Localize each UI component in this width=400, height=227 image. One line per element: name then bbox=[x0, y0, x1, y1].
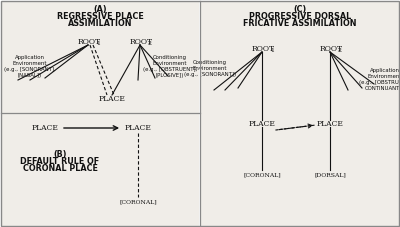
Text: (A): (A) bbox=[93, 5, 107, 14]
Text: 2: 2 bbox=[338, 48, 342, 53]
Text: Application
Environment
(e.g., [OBSTRUENT,
CONTINUANT]): Application Environment (e.g., [OBSTRUEN… bbox=[359, 68, 400, 91]
Text: PLACE: PLACE bbox=[124, 124, 152, 132]
Text: FRICATIVE ASSIMILATION: FRICATIVE ASSIMILATION bbox=[243, 19, 357, 28]
Text: ASSIMILATION: ASSIMILATION bbox=[68, 19, 132, 28]
Text: PLACE: PLACE bbox=[32, 124, 58, 132]
Text: CORONAL PLACE: CORONAL PLACE bbox=[22, 164, 98, 173]
Text: DEFAULT RULE OF: DEFAULT RULE OF bbox=[20, 157, 100, 166]
Text: (C): (C) bbox=[293, 5, 307, 14]
Bar bbox=[1, 114, 199, 226]
Text: REGRESSIVE PLACE: REGRESSIVE PLACE bbox=[57, 12, 143, 21]
Text: ROOT: ROOT bbox=[252, 45, 275, 53]
Text: PLACE: PLACE bbox=[248, 120, 276, 128]
Text: PLACE: PLACE bbox=[98, 95, 126, 103]
Text: 1: 1 bbox=[270, 48, 274, 53]
Bar bbox=[200, 1, 399, 226]
Text: Conditioning
Environment
(e.g., [OBSTRUENT],
[PLOSIVE]): Conditioning Environment (e.g., [OBSTRUE… bbox=[143, 55, 197, 78]
Text: ROOT: ROOT bbox=[130, 38, 153, 46]
Text: Conditioning
Environment
(e.g., [SONORANT]): Conditioning Environment (e.g., [SONORAN… bbox=[184, 60, 236, 77]
Text: [DORSAL]: [DORSAL] bbox=[314, 172, 346, 177]
Text: (B): (B) bbox=[53, 150, 67, 159]
Text: [CORONAL]: [CORONAL] bbox=[243, 172, 281, 177]
Text: ROOT: ROOT bbox=[320, 45, 343, 53]
Text: ROOT: ROOT bbox=[78, 38, 101, 46]
Bar bbox=[1, 1, 199, 114]
Text: PLACE: PLACE bbox=[316, 120, 344, 128]
Text: Application
Environment
(e.g., [SONORANT],
[NASAL]): Application Environment (e.g., [SONORANT… bbox=[4, 55, 56, 78]
Text: 1: 1 bbox=[96, 41, 100, 46]
Text: 2: 2 bbox=[148, 41, 152, 46]
Text: PROGRESSIVE DORSAL: PROGRESSIVE DORSAL bbox=[249, 12, 351, 21]
Text: [CORONAL]: [CORONAL] bbox=[119, 199, 157, 204]
